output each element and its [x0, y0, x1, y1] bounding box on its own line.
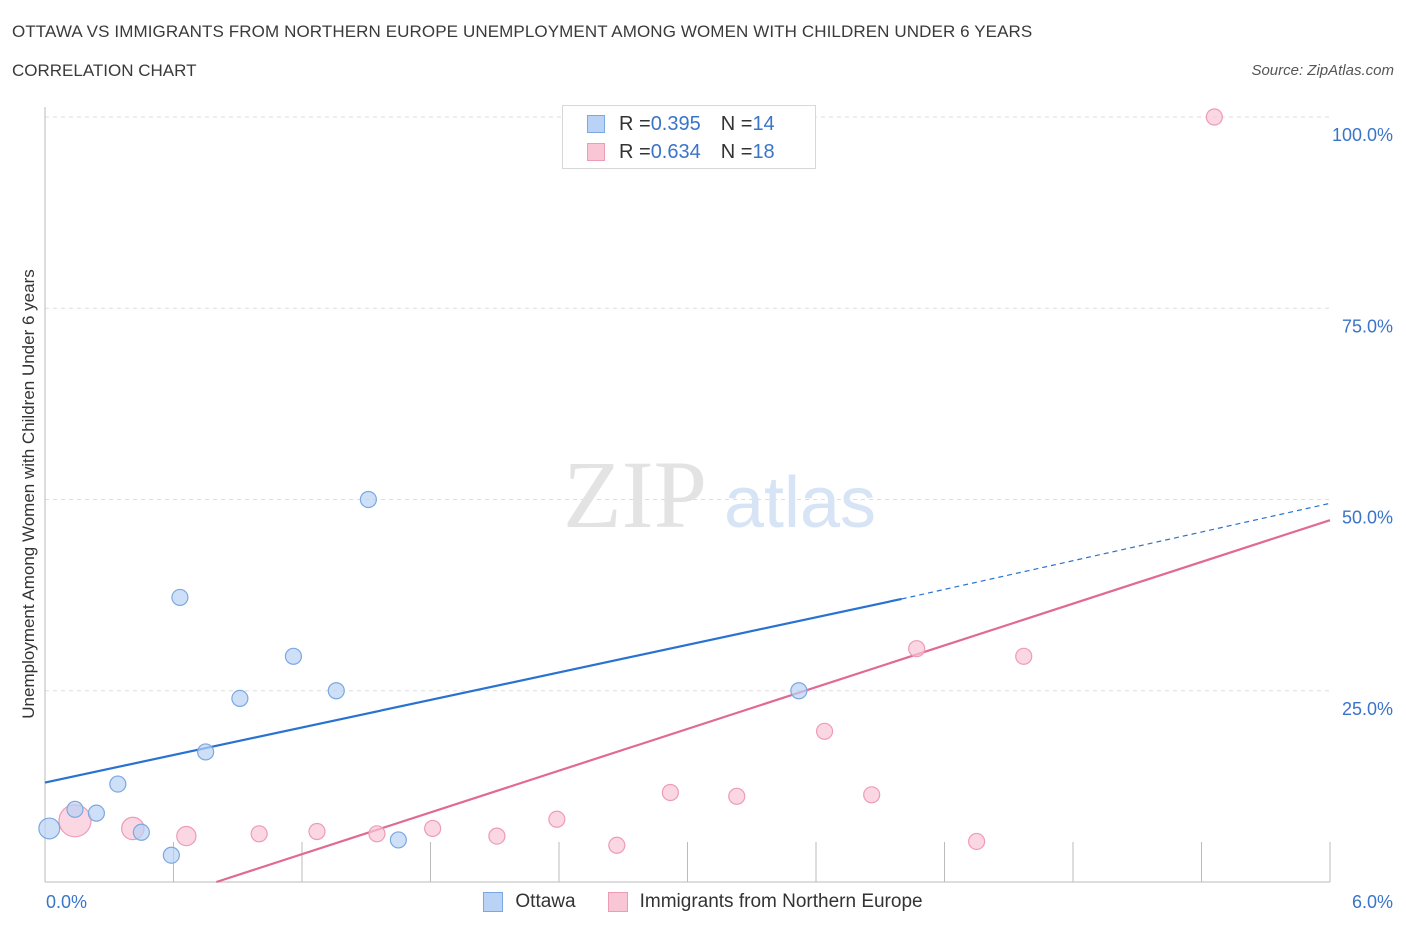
immigrants-point: [728, 787, 746, 805]
tick-labels: 100.0% 75.0% 50.0% 25.0% 0.0% 6.0%: [46, 125, 1393, 912]
y-tick-label: 75.0%: [1342, 316, 1393, 336]
ottawa-trend-line: [44, 597, 902, 784]
y-tick-label: 100.0%: [1332, 125, 1393, 145]
legend-n-value: 14: [752, 112, 775, 135]
correlation-legend: R = 0.395 N = 14 R = 0.634 N = 18: [562, 105, 816, 169]
ottawa-legend-swatch: [483, 892, 504, 912]
legend-label-immigrants: Immigrants from Northern Europe: [639, 891, 923, 912]
ottawa-point: [38, 817, 61, 840]
immigrants-point: [968, 832, 986, 851]
ottawa-point: [284, 647, 303, 665]
immigrants-point: [368, 825, 386, 843]
ottawa-point: [790, 682, 808, 700]
immigrants-point: [608, 836, 626, 854]
chart-title: OTTAWA VS IMMIGRANTS FROM NORTHERN EUROP…: [12, 22, 1033, 41]
ottawa-point: [327, 682, 345, 700]
ottawa-point: [197, 743, 215, 761]
x-tick-label: 6.0%: [1352, 892, 1393, 912]
immigrants-point: [863, 786, 881, 804]
legend-n-label: N =: [720, 140, 753, 163]
ottawa-point: [87, 804, 106, 822]
ottawa-point: [171, 588, 189, 607]
legend-item-immigrants: Immigrants from Northern Europe: [607, 891, 923, 913]
immigrants-legend-swatch: [607, 892, 628, 912]
legend-row-immigrants: R = 0.634 N = 18: [587, 140, 775, 164]
ottawa-point: [66, 800, 84, 818]
immigrants-point: [424, 819, 442, 838]
watermark-atlas: atlas: [724, 463, 876, 543]
immigrants-point: [661, 783, 679, 802]
ottawa-point: [359, 490, 377, 509]
legend-r-label: R =: [619, 140, 651, 163]
immigrants-point: [488, 827, 506, 845]
ottawa-swatch: [587, 115, 605, 133]
x-tick-label: 0.0%: [46, 892, 87, 912]
immigrants-point: [308, 822, 326, 841]
legend-item-ottawa: Ottawa: [483, 891, 576, 913]
immigrants-point: [548, 810, 566, 828]
immigrants-swatch: [587, 143, 605, 161]
legend-r-value: 0.634: [650, 140, 701, 163]
y-tick-label: 25.0%: [1342, 699, 1393, 719]
ottawa-point: [231, 689, 249, 708]
source-credit: Source: ZipAtlas.com: [1251, 62, 1394, 79]
axes: [44, 107, 1331, 883]
legend-r-value: 0.395: [650, 112, 701, 135]
legend-r-label: R =: [619, 112, 651, 135]
legend-n-value: 18: [752, 140, 775, 163]
immigrants-point: [250, 825, 268, 843]
legend-n-label: N =: [720, 112, 753, 135]
immigrants-trend-line: [215, 519, 1331, 884]
grid-lines: [45, 116, 1330, 692]
ottawa-point: [109, 775, 127, 793]
legend-label-ottawa: Ottawa: [515, 891, 576, 912]
immigrants-point: [176, 825, 197, 847]
y-axis-label: Unemployment Among Women with Children U…: [19, 269, 38, 718]
immigrants-point: [908, 640, 926, 658]
ottawa-point: [132, 823, 150, 841]
ottawa-trend-extension: [901, 502, 1331, 600]
watermark-zip: ZIP: [563, 441, 707, 548]
immigrants-point: [1015, 647, 1033, 665]
immigrants-point: [815, 722, 834, 740]
immigrants-point: [1205, 108, 1223, 126]
ottawa-point: [389, 831, 407, 849]
trend-lines: [44, 502, 1331, 884]
y-tick-label: 50.0%: [1342, 508, 1393, 528]
legend-row-ottawa: R = 0.395 N = 14: [587, 112, 775, 136]
ottawa-point: [162, 846, 180, 864]
series-legend: Ottawa Immigrants from Northern Europe: [0, 889, 1406, 915]
data-points: [38, 108, 1223, 864]
chart-subtitle: CORRELATION CHART: [12, 61, 197, 80]
